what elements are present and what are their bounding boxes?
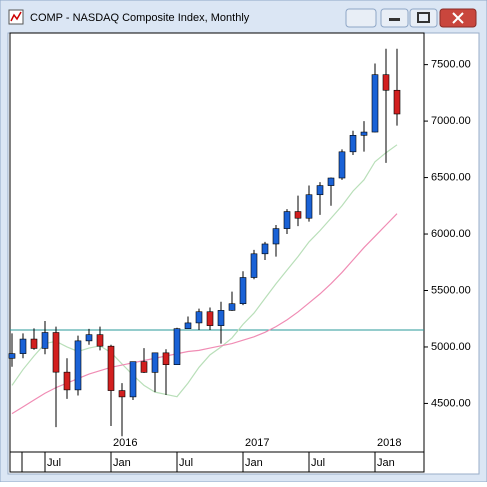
link-button[interactable] bbox=[345, 8, 377, 28]
candle-body bbox=[206, 311, 214, 326]
candle-body bbox=[349, 135, 357, 153]
year-label: 2018 bbox=[377, 437, 401, 449]
candle-body bbox=[74, 340, 82, 391]
candle-body bbox=[30, 338, 38, 349]
candle-body bbox=[52, 332, 60, 373]
y-tick-label: 6000.00 bbox=[431, 228, 471, 240]
x-tick-label: Jan bbox=[377, 457, 395, 469]
y-tick-label: 5500.00 bbox=[431, 284, 471, 296]
candle-body bbox=[338, 151, 346, 179]
x-axis-area bbox=[9, 451, 425, 473]
candle-body bbox=[239, 277, 247, 305]
year-label: 2016 bbox=[113, 437, 137, 449]
close-glyph bbox=[452, 12, 464, 24]
x-tick-label: Jul bbox=[47, 457, 61, 469]
candle-body bbox=[184, 322, 192, 329]
y-tick-label: 7500.00 bbox=[431, 59, 471, 71]
candle-body bbox=[162, 352, 170, 365]
x-tick-label: Jan bbox=[113, 457, 131, 469]
candle-body bbox=[305, 194, 313, 219]
candle-body bbox=[327, 177, 335, 186]
candle-body bbox=[85, 334, 93, 342]
plot-area bbox=[9, 32, 425, 453]
candle-body bbox=[250, 253, 258, 278]
candle-body bbox=[283, 211, 291, 229]
year-label: 2017 bbox=[245, 437, 269, 449]
x-tick-label: Jul bbox=[311, 457, 325, 469]
candle-body bbox=[173, 328, 181, 365]
candle-body bbox=[151, 352, 159, 373]
maximize-glyph bbox=[417, 12, 430, 23]
candle-body bbox=[19, 338, 27, 354]
corner-box bbox=[9, 451, 23, 473]
candle-body bbox=[129, 361, 137, 398]
y-tick-label: 5000.00 bbox=[431, 341, 471, 353]
candle-body bbox=[272, 228, 280, 245]
candle-body bbox=[107, 345, 115, 391]
candle-body bbox=[63, 371, 71, 391]
candle-body bbox=[228, 303, 236, 311]
y-tick-label: 7000.00 bbox=[431, 115, 471, 127]
candle-body bbox=[96, 334, 104, 347]
candle-body bbox=[382, 74, 390, 91]
candle-body bbox=[41, 332, 49, 349]
app-icon-glyph bbox=[10, 11, 22, 22]
x-tick-label: Jul bbox=[179, 457, 193, 469]
candle-body bbox=[360, 131, 368, 136]
candle-body bbox=[371, 74, 379, 133]
candle-body bbox=[217, 310, 225, 326]
maximize-button[interactable] bbox=[409, 8, 438, 28]
y-tick-label: 4500.00 bbox=[431, 397, 471, 409]
candle-body bbox=[8, 353, 16, 359]
candle-body bbox=[195, 311, 203, 324]
y-tick-label: 6500.00 bbox=[431, 171, 471, 183]
candle-body bbox=[294, 211, 302, 219]
candle-body bbox=[261, 243, 269, 255]
candle-body bbox=[118, 390, 126, 398]
minimize-glyph bbox=[389, 18, 400, 21]
x-tick-label: Jan bbox=[245, 457, 263, 469]
candle-body bbox=[393, 89, 401, 115]
candle-body bbox=[316, 185, 324, 196]
window-title: COMP - NASDAQ Composite Index, Monthly bbox=[30, 12, 250, 24]
candle-body bbox=[140, 361, 148, 373]
